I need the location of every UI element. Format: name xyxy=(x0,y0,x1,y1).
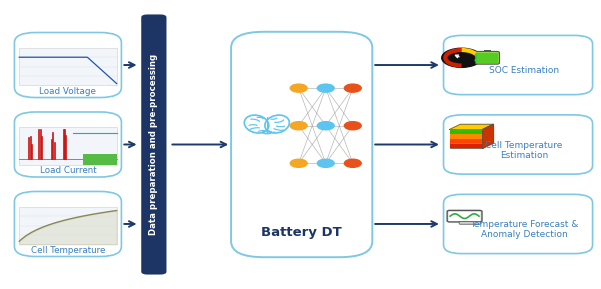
Text: Load Current: Load Current xyxy=(40,166,96,175)
Text: Load Voltage: Load Voltage xyxy=(40,87,96,96)
FancyBboxPatch shape xyxy=(447,210,482,222)
FancyBboxPatch shape xyxy=(231,32,372,257)
Circle shape xyxy=(290,159,307,167)
FancyBboxPatch shape xyxy=(444,35,593,95)
FancyBboxPatch shape xyxy=(450,129,482,134)
Circle shape xyxy=(442,48,481,67)
FancyBboxPatch shape xyxy=(444,115,593,174)
Circle shape xyxy=(344,122,361,130)
FancyBboxPatch shape xyxy=(450,144,482,148)
Circle shape xyxy=(317,84,334,92)
FancyBboxPatch shape xyxy=(14,112,121,177)
FancyBboxPatch shape xyxy=(450,139,482,143)
FancyBboxPatch shape xyxy=(14,32,121,97)
Polygon shape xyxy=(483,124,493,148)
FancyBboxPatch shape xyxy=(449,212,480,221)
FancyBboxPatch shape xyxy=(477,53,498,63)
Circle shape xyxy=(290,122,307,130)
Text: SOC Estimation: SOC Estimation xyxy=(489,66,559,75)
Circle shape xyxy=(317,122,334,130)
Polygon shape xyxy=(450,124,493,129)
FancyBboxPatch shape xyxy=(459,221,481,224)
Text: Data preparation and pre-processing: Data preparation and pre-processing xyxy=(150,54,158,235)
Text: Battery DT: Battery DT xyxy=(261,226,342,239)
FancyBboxPatch shape xyxy=(444,194,593,254)
Circle shape xyxy=(344,159,361,167)
FancyBboxPatch shape xyxy=(484,50,491,51)
FancyBboxPatch shape xyxy=(475,51,499,64)
FancyBboxPatch shape xyxy=(19,127,117,165)
FancyBboxPatch shape xyxy=(82,154,117,165)
Circle shape xyxy=(344,84,361,92)
FancyBboxPatch shape xyxy=(450,129,483,148)
FancyBboxPatch shape xyxy=(19,207,117,244)
Circle shape xyxy=(317,159,334,167)
Circle shape xyxy=(290,84,307,92)
Text: Cell Temperature
Estimation: Cell Temperature Estimation xyxy=(486,140,563,160)
FancyBboxPatch shape xyxy=(141,14,166,275)
FancyBboxPatch shape xyxy=(14,191,121,257)
Text: Temperature Forecast &
Anomaly Detection: Temperature Forecast & Anomaly Detection xyxy=(470,220,578,240)
FancyBboxPatch shape xyxy=(19,48,117,86)
FancyBboxPatch shape xyxy=(450,134,482,138)
Text: Cell Temperature: Cell Temperature xyxy=(31,246,105,255)
